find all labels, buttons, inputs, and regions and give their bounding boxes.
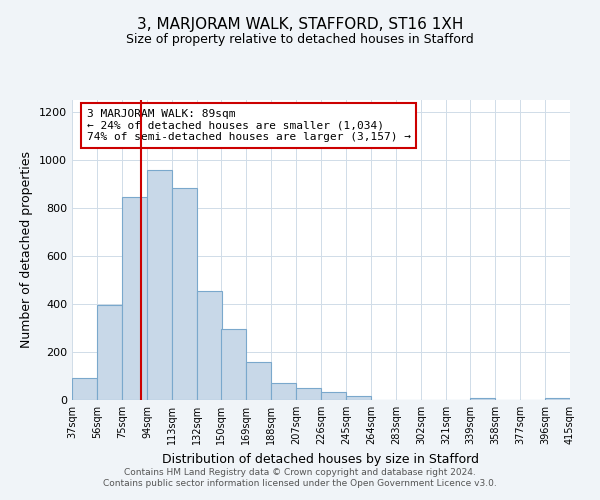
Bar <box>97 305 122 400</box>
Bar <box>346 396 371 400</box>
Bar <box>470 398 495 400</box>
Bar <box>122 197 147 400</box>
Bar <box>147 170 172 400</box>
Bar <box>296 388 321 400</box>
Text: 3, MARJORAM WALK, STAFFORD, ST16 1XH: 3, MARJORAM WALK, STAFFORD, ST16 1XH <box>137 18 463 32</box>
Bar <box>545 398 570 400</box>
Text: Contains HM Land Registry data © Crown copyright and database right 2024.
Contai: Contains HM Land Registry data © Crown c… <box>103 468 497 487</box>
Y-axis label: Number of detached properties: Number of detached properties <box>20 152 34 348</box>
Bar <box>221 329 246 400</box>
Text: 3 MARJORAM WALK: 89sqm
← 24% of detached houses are smaller (1,034)
74% of semi-: 3 MARJORAM WALK: 89sqm ← 24% of detached… <box>87 109 411 142</box>
Bar <box>172 188 197 400</box>
Bar <box>197 291 222 400</box>
X-axis label: Distribution of detached houses by size in Stafford: Distribution of detached houses by size … <box>163 452 479 466</box>
Bar <box>246 362 271 400</box>
Bar <box>321 392 346 400</box>
Text: Size of property relative to detached houses in Stafford: Size of property relative to detached ho… <box>126 32 474 46</box>
Bar <box>271 383 296 400</box>
Bar <box>72 378 97 400</box>
